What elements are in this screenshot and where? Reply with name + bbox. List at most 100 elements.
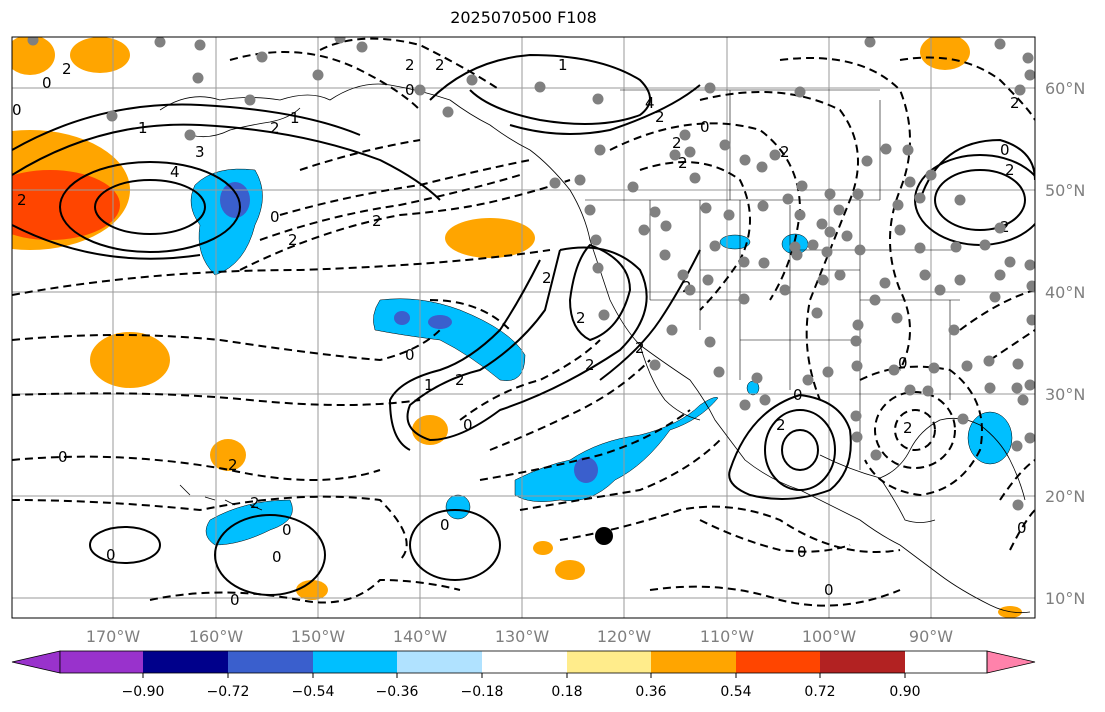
station-dot: [723, 209, 735, 221]
station-dot: [590, 234, 602, 246]
longitude-label: 170°W: [86, 627, 141, 646]
station-dot: [994, 222, 1006, 234]
colorbar-segment: [143, 651, 228, 673]
contour-label: 0: [282, 521, 292, 539]
station-dot: [1024, 379, 1035, 391]
colorbar-segment: [482, 651, 567, 673]
state-borders: [585, 89, 960, 470]
station-dot: [1012, 499, 1024, 511]
station-dot: [192, 72, 204, 84]
station-dot: [864, 37, 876, 48]
station-dot: [928, 362, 940, 374]
station-dot: [1012, 358, 1024, 370]
station-dot: [796, 180, 808, 192]
colorbar-tick-label: 0.36: [635, 684, 666, 700]
contour-label: 0: [106, 546, 116, 564]
contour-label: 0: [793, 386, 803, 404]
contour-label: 2: [655, 108, 665, 126]
station-dot: [1011, 440, 1023, 452]
station-dot: [984, 382, 996, 394]
contour-label: 0: [1017, 519, 1027, 537]
contour-label: 0: [42, 74, 52, 92]
latitude-label: 50°N: [1045, 181, 1085, 200]
station-dot: [894, 224, 906, 236]
station-dot: [802, 374, 814, 386]
station-dot: [334, 37, 346, 44]
station-dot: [106, 110, 118, 122]
contour-label: 4: [170, 163, 180, 181]
contour-label: 0: [824, 581, 834, 599]
station-dot: [709, 240, 721, 252]
station-dot: [979, 239, 991, 251]
station-dot: [983, 355, 995, 367]
station-dot: [442, 106, 454, 118]
colorbar-tick-label: 0.72: [804, 684, 835, 700]
contour-label: 2: [405, 56, 415, 74]
contour-label: 1: [424, 376, 434, 394]
station-dot: [649, 206, 661, 218]
contour-label: 0: [12, 101, 22, 119]
colorbar-segment: [313, 651, 397, 673]
colorbar-tick-label: −0.90: [122, 684, 165, 700]
latitude-label: 60°N: [1045, 79, 1085, 98]
station-dot: [594, 144, 606, 156]
station-dot: [919, 269, 931, 281]
contour-label: 2: [672, 134, 682, 152]
longitude-label: 130°W: [495, 627, 550, 646]
contour-label: 2: [250, 494, 260, 512]
contour-label-layer: 4 3 1 0 2 2 0 2 1 0 2 2 2 2 0 1 4 2 0 2 …: [12, 56, 1027, 609]
station-dot: [841, 230, 853, 242]
negative-anomaly-areas: [190, 168, 1013, 546]
colorbar: [11, 650, 1036, 674]
colorbar-segment: [60, 651, 143, 673]
station-dot: [954, 194, 966, 206]
longitude-label: 110°W: [700, 627, 755, 646]
station-dot: [356, 41, 368, 53]
station-dot: [739, 399, 751, 411]
station-dot: [689, 172, 701, 184]
contour-label: 2: [228, 456, 238, 474]
contour-label: 2: [270, 119, 280, 137]
station-dot: [807, 239, 819, 251]
station-dot: [824, 226, 836, 238]
station-dot: [756, 161, 768, 173]
contour-label: 2: [542, 269, 552, 287]
station-dot: [870, 449, 882, 461]
station-dot: [27, 37, 39, 46]
contour-label: 0: [700, 118, 710, 136]
station-dot: [852, 319, 864, 331]
contour-label: 0: [405, 81, 415, 99]
station-dot: [702, 274, 714, 286]
latitude-label: 20°N: [1045, 487, 1085, 506]
station-dots-layer: [27, 37, 1035, 511]
longitude-label: 100°W: [802, 627, 857, 646]
colorbar-tick-label: −0.54: [292, 684, 335, 700]
station-dot: [880, 143, 892, 155]
contour-lines: [12, 37, 1035, 607]
station-dot: [914, 242, 926, 254]
contour-label: 2: [455, 371, 465, 389]
station-dot: [822, 366, 834, 378]
contour-label: 2: [635, 339, 645, 357]
station-dot: [934, 284, 946, 296]
contour-label: 0: [1000, 141, 1010, 159]
station-dot: [954, 274, 966, 286]
station-dot: [751, 372, 763, 384]
colorbar-left-extension: [11, 650, 61, 674]
station-dot: [904, 176, 916, 188]
station-dot: [414, 84, 426, 96]
colorbar-tick-label: 0.90: [889, 684, 920, 700]
colorbar-tick-label: 0.54: [720, 684, 751, 700]
station-dot: [549, 177, 561, 189]
latitude-labels: 60°N 50°N 40°N 30°N 20°N 10°N: [1045, 79, 1085, 608]
contour-label: 0: [898, 354, 908, 372]
colorbar-tick-label: 0.18: [551, 684, 582, 700]
latitude-label: 30°N: [1045, 385, 1085, 404]
station-dot: [1026, 280, 1035, 292]
station-dot: [534, 81, 546, 93]
station-dot: [861, 155, 873, 167]
station-dot: [817, 274, 829, 286]
latitude-label: 10°N: [1045, 589, 1085, 608]
contour-label: 2: [776, 416, 786, 434]
station-dot: [824, 188, 836, 200]
